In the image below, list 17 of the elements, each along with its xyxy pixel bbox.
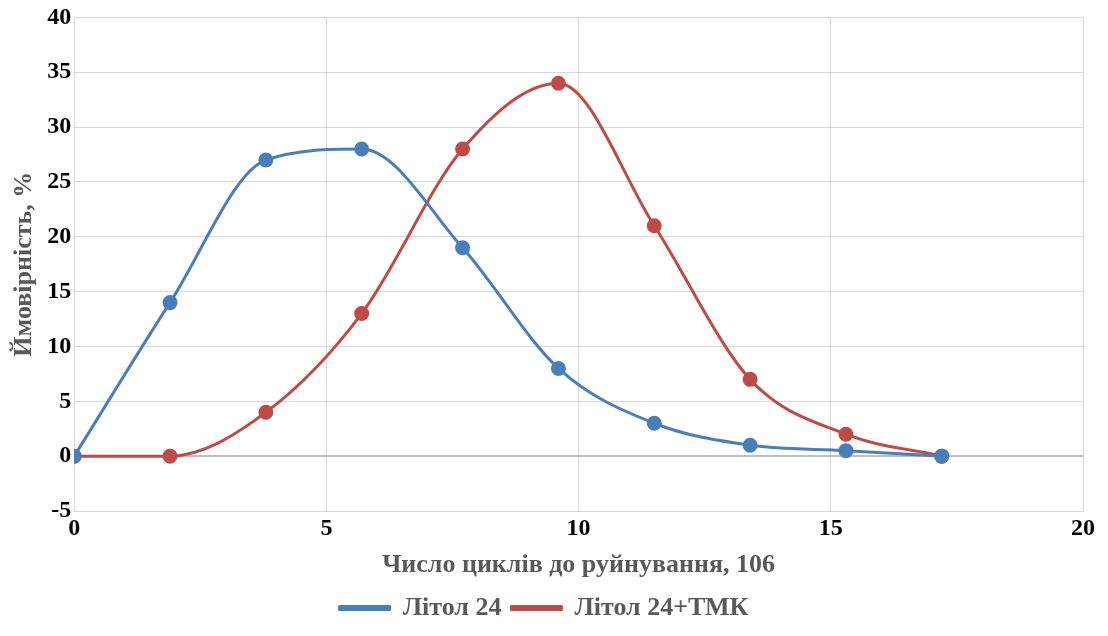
y-tick-label: 5 [59, 386, 72, 413]
x-tick-label: 10 [566, 513, 591, 540]
x-tick-label: 5 [320, 513, 333, 540]
y-tick-label: 35 [47, 57, 72, 84]
y-tick-label: 15 [47, 276, 72, 303]
y-tick-label: 0 [59, 441, 72, 468]
y-tick-label: 10 [47, 331, 72, 358]
y-tick-label: 40 [47, 2, 72, 29]
y-axis-title: Ймовірність, % [8, 171, 38, 357]
x-tick-label: 15 [818, 513, 843, 540]
x-axis-title: Число циклів до руйнування, 106 [382, 549, 775, 579]
legend-label: Літол 24+ТМК [574, 591, 749, 621]
y-tick-label: 20 [47, 221, 72, 248]
x-tick-label: 20 [1071, 513, 1095, 540]
y-tick-label: 25 [47, 167, 72, 194]
legend-label: Літол 24 [402, 591, 502, 621]
y-tick-label: 30 [47, 112, 72, 139]
